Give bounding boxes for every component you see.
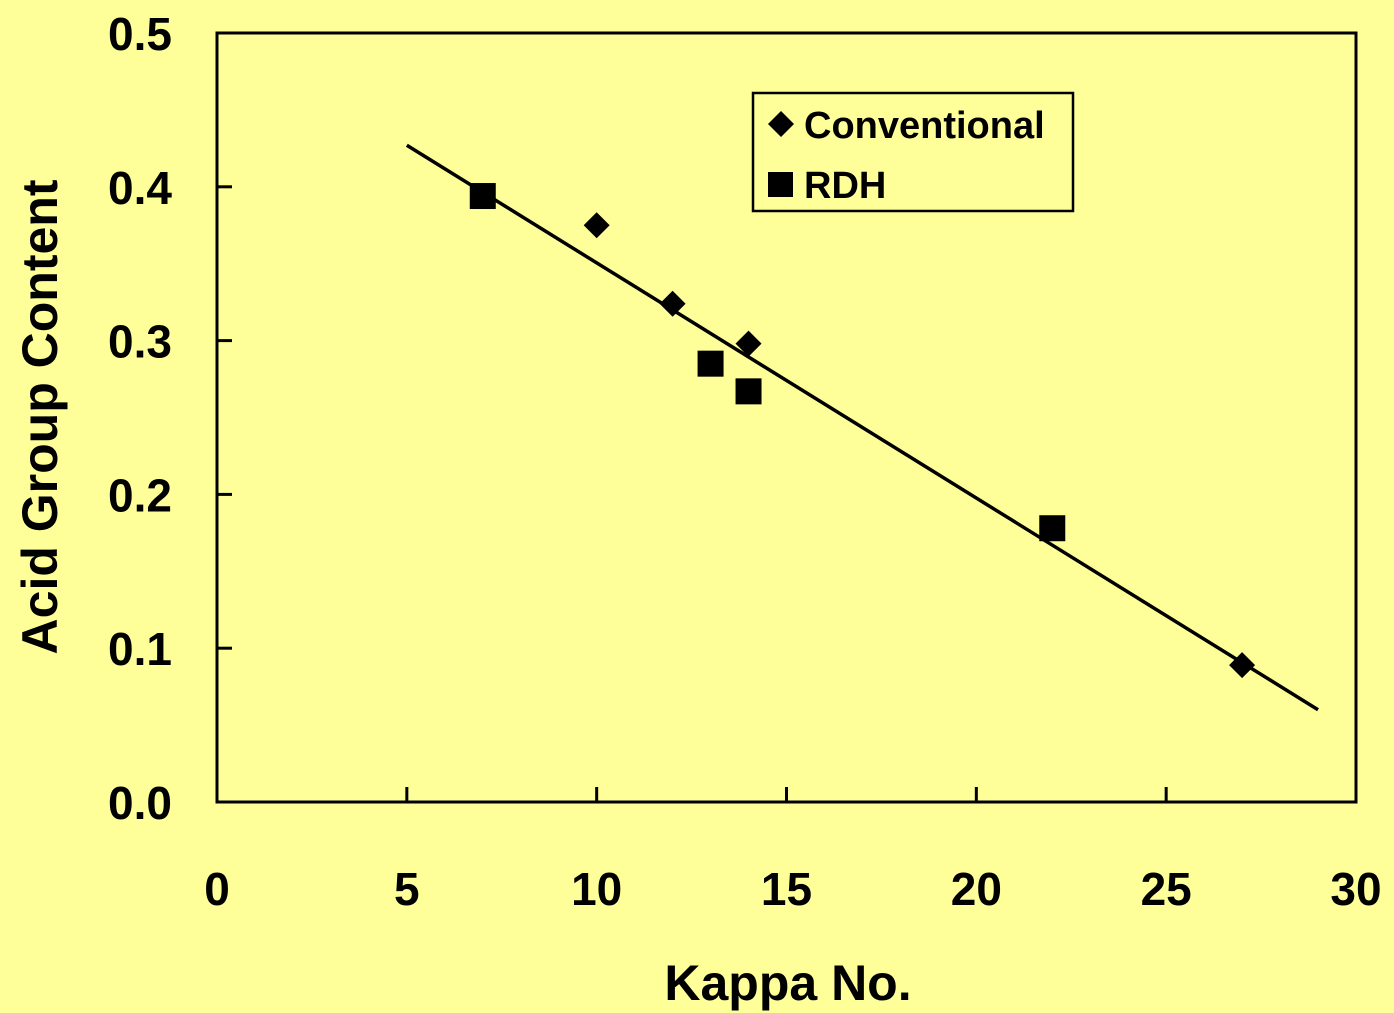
point-conventional — [735, 330, 762, 357]
x-axis-title: Kappa No. — [664, 955, 911, 1011]
legend-label-rdh: RDH — [804, 165, 886, 207]
x-tick-label: 5 — [394, 863, 420, 915]
legend-square-marker — [768, 172, 793, 197]
x-tick-label: 25 — [1141, 863, 1192, 915]
x-tick-label: 30 — [1330, 863, 1381, 915]
x-tick-label: 15 — [761, 863, 812, 915]
y-tick-label: 0.2 — [108, 469, 172, 521]
trendline — [405, 143, 1319, 712]
x-tick-label: 20 — [951, 863, 1002, 915]
point-rdh — [697, 350, 724, 377]
x-tick-label: 0 — [204, 863, 230, 915]
point-rdh — [735, 378, 762, 405]
legend-label-conventional: Conventional — [804, 105, 1045, 147]
y-tick-label: 0.5 — [108, 8, 172, 60]
point-rdh — [1039, 515, 1066, 542]
x-axis-ticks: 0 5 10 15 20 25 30 — [204, 787, 1382, 915]
y-tick-label: 0.3 — [108, 316, 172, 368]
y-tick-label: 0.0 — [108, 777, 172, 829]
y-axis-title: Acid Group Content — [12, 179, 68, 654]
y-tick-label: 0.1 — [108, 623, 172, 675]
legend-diamond-marker — [768, 111, 794, 137]
point-conventional — [659, 290, 686, 317]
trendline-group — [405, 143, 1319, 712]
y-axis-ticks: 0.0 0.1 0.2 0.3 0.4 0.5 — [108, 8, 232, 829]
y-tick-label: 0.4 — [108, 162, 172, 214]
point-rdh — [469, 183, 496, 210]
point-conventional — [1229, 652, 1256, 679]
point-conventional — [583, 212, 610, 239]
x-tick-label: 10 — [571, 863, 622, 915]
legend-box — [751, 91, 1075, 213]
data-points — [469, 183, 1256, 679]
legend: Conventional RDH — [751, 91, 1075, 213]
